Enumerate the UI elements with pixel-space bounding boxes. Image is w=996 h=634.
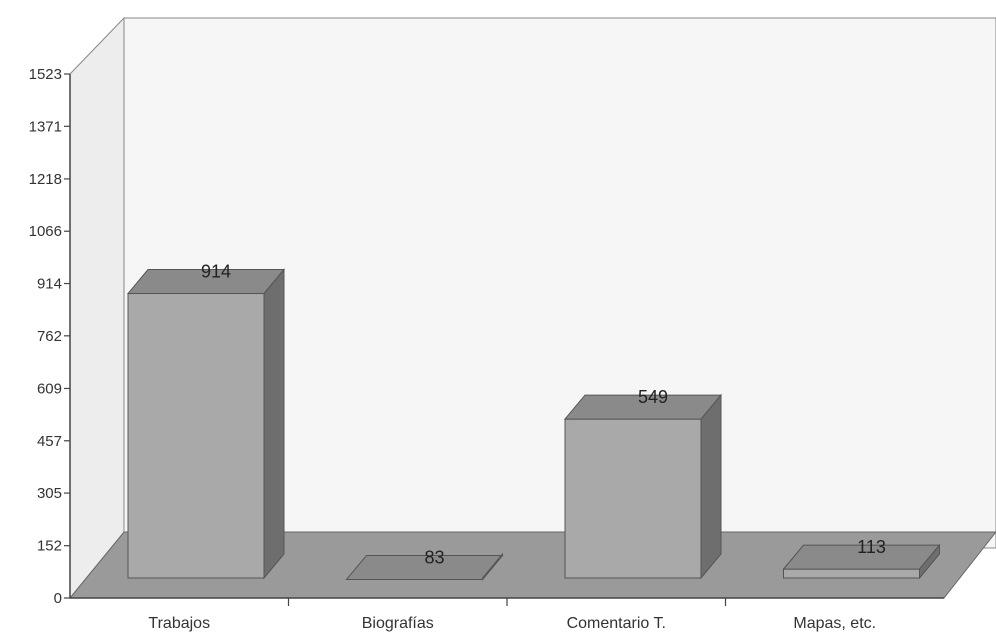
bar-2 <box>563 393 723 580</box>
y-tick-label-0: 0 <box>54 590 62 607</box>
y-tick-label-2: 305 <box>37 485 62 502</box>
data-label-3: 113 <box>857 537 886 557</box>
side-wall <box>69 16 125 600</box>
data-label-0: 914 <box>201 262 231 282</box>
y-tick-label-4: 609 <box>37 380 62 397</box>
y-tick-label-10: 1523 <box>29 66 62 83</box>
y-tick-label-3: 457 <box>37 433 62 450</box>
y-tick-label-5: 762 <box>37 328 62 345</box>
bar-3 <box>782 543 941 580</box>
bar-0 <box>126 268 286 580</box>
data-label-2: 549 <box>638 387 668 407</box>
y-tick-label-8: 1218 <box>29 171 62 188</box>
y-tick-label-9: 1371 <box>29 118 62 135</box>
bar-1 <box>345 552 504 581</box>
y-tick-label-6: 914 <box>37 276 62 293</box>
data-label-1: 83 <box>424 547 444 567</box>
y-tick-label-1: 152 <box>37 538 62 555</box>
y-tick-label-7: 1066 <box>29 223 62 240</box>
x-category-label-0: Trabajos <box>148 615 210 632</box>
x-category-label-3: Mapas, etc. <box>793 615 876 632</box>
x-category-label-1: Biografías <box>362 615 434 632</box>
x-category-label-2: Comentario T. <box>567 615 666 632</box>
